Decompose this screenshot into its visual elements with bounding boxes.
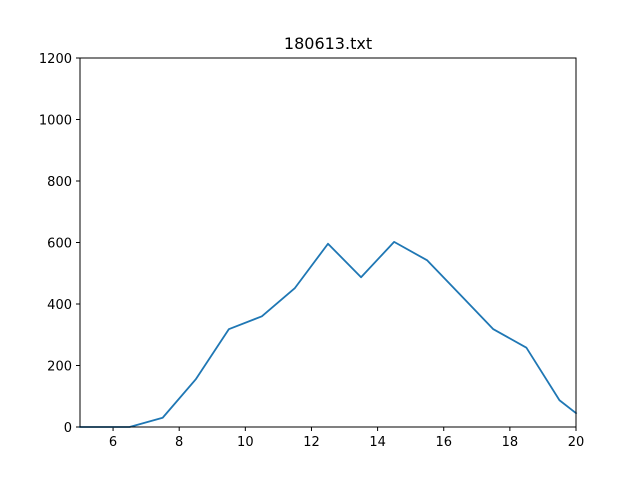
x-tick-label: 8 <box>175 435 183 450</box>
x-tick-label: 10 <box>237 435 254 450</box>
x-tick-label: 20 <box>568 435 585 450</box>
y-tick-label: 1000 <box>39 114 72 129</box>
x-tick-label: 12 <box>303 435 320 450</box>
plot-frame <box>79 57 577 428</box>
y-tick-label: 400 <box>47 298 72 313</box>
x-tick-label: 14 <box>369 435 386 450</box>
y-tick-label: 800 <box>47 175 72 190</box>
y-tick-label: 600 <box>47 237 72 252</box>
y-tick-label: 200 <box>47 360 72 375</box>
series-line-0 <box>79 240 578 428</box>
y-tick-label: 1200 <box>39 52 72 67</box>
x-tick-label: 6 <box>109 435 117 450</box>
x-tick-label: 18 <box>502 435 519 450</box>
chart-title: 180613.txt <box>284 34 372 53</box>
y-tick-label: 0 <box>64 421 72 436</box>
x-tick-label: 16 <box>435 435 452 450</box>
series-layer <box>79 240 578 428</box>
